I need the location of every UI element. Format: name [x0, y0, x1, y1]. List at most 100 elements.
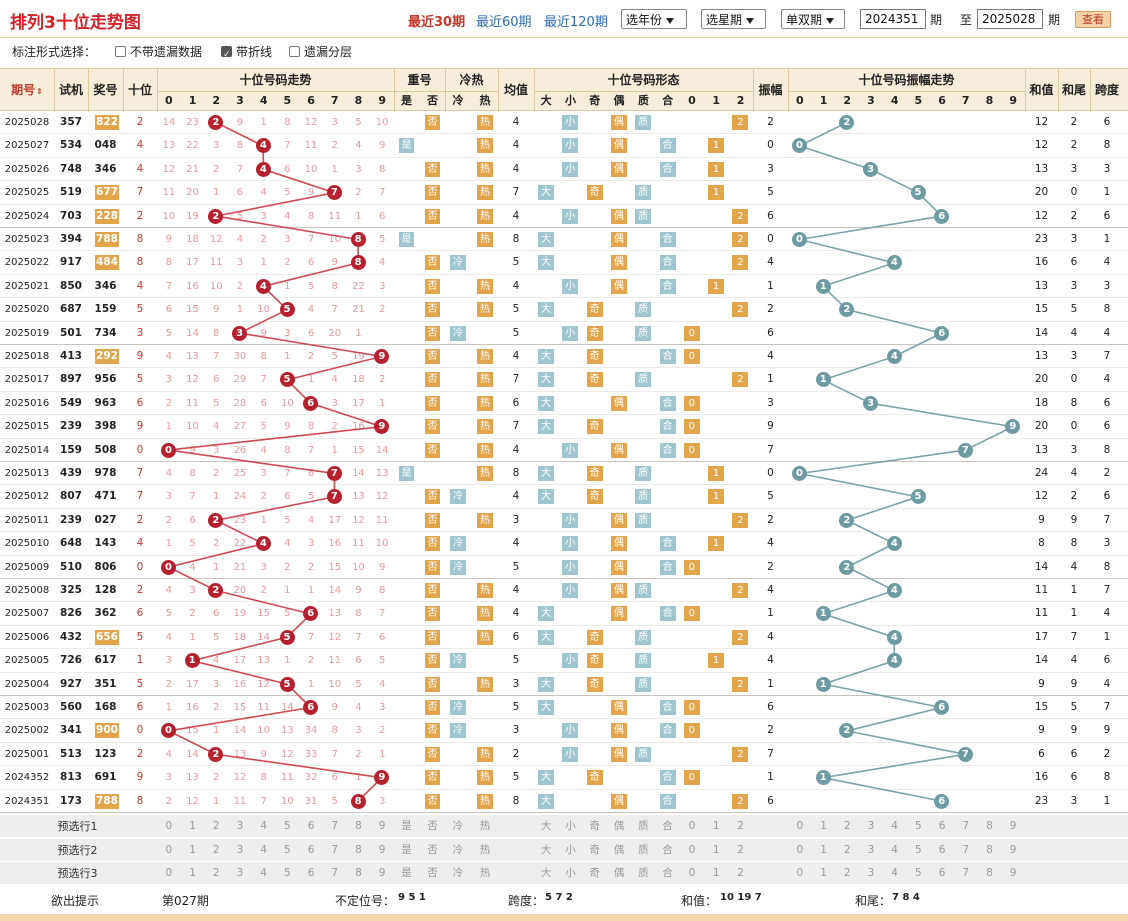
predict-digit[interactable]: 7 [331, 867, 339, 879]
predict-shape[interactable]: 偶 [613, 820, 625, 832]
predict-shape[interactable]: 合 [662, 843, 673, 856]
predict-amp-digit[interactable]: 5 [915, 867, 922, 879]
predict-digit[interactable]: 8 [355, 867, 362, 879]
predict-shape[interactable]: 奇 [589, 820, 600, 832]
predict-digit[interactable]: 0 [165, 820, 173, 832]
predict-amp-digit[interactable]: 1 [820, 867, 827, 879]
predict-amp-digit[interactable]: 9 [1009, 843, 1017, 856]
predict-shape[interactable]: 大 [540, 843, 552, 856]
predict-amp-digit[interactable]: 0 [796, 843, 804, 856]
predict-digit[interactable]: 0 [165, 867, 173, 879]
predict-amp-digit[interactable]: 6 [938, 867, 946, 879]
option-no-miss[interactable]: 不带遗漏数据 [115, 42, 202, 62]
predict-amp-digit[interactable]: 7 [962, 843, 970, 856]
predict-shape[interactable]: 质 [638, 843, 649, 856]
predict-digit[interactable]: 5 [284, 820, 291, 832]
nav-recent-60[interactable]: 最近60期 [476, 15, 532, 30]
predict-shape[interactable]: 1 [712, 867, 720, 879]
checkbox-checked-icon[interactable] [221, 45, 232, 65]
predict-digit[interactable]: 6 [307, 867, 315, 879]
predict-repeat[interactable]: 否 [427, 843, 438, 856]
predict-digit[interactable]: 3 [236, 867, 244, 879]
nav-recent-30[interactable]: 最近30期 [408, 15, 466, 30]
predict-shape[interactable]: 合 [662, 867, 673, 879]
predict-amp-digit[interactable]: 3 [867, 867, 875, 879]
predict-digit[interactable]: 4 [260, 843, 267, 856]
predict-shape[interactable]: 0 [688, 843, 696, 856]
predict-shape[interactable]: 小 [565, 820, 576, 832]
predict-shape[interactable]: 小 [565, 867, 576, 879]
predict-shape[interactable]: 偶 [613, 843, 625, 856]
predict-shape[interactable]: 1 [712, 843, 720, 856]
predict-digit[interactable]: 1 [189, 820, 196, 832]
predict-shape[interactable]: 偶 [613, 867, 625, 879]
predict-shape[interactable]: 质 [638, 867, 649, 879]
predict-shape[interactable]: 2 [737, 820, 744, 832]
predict-repeat[interactable]: 否 [427, 867, 438, 879]
predict-repeat[interactable]: 是 [401, 867, 412, 879]
predict-shape[interactable]: 大 [540, 820, 552, 832]
predict-digit[interactable]: 6 [307, 843, 315, 856]
predict-digit[interactable]: 2 [212, 820, 220, 832]
predict-digit[interactable]: 8 [355, 820, 362, 832]
predict-digit[interactable]: 1 [189, 867, 196, 879]
predict-digit[interactable]: 7 [331, 820, 339, 832]
year-select[interactable]: 选年份 [621, 9, 687, 29]
predict-hotcold[interactable]: 热 [479, 820, 491, 832]
predict-shape[interactable]: 2 [737, 843, 744, 856]
predict-digit[interactable]: 5 [284, 843, 291, 856]
predict-amp-digit[interactable]: 4 [891, 867, 898, 879]
predict-amp-digit[interactable]: 4 [891, 820, 898, 832]
predict-amp-digit[interactable]: 1 [820, 843, 827, 856]
option-line[interactable]: 带折线 [221, 42, 272, 65]
weekday-select[interactable]: 选星期 [701, 9, 766, 29]
predict-shape[interactable]: 奇 [589, 843, 600, 856]
option-layer[interactable]: 遗漏分层 [289, 42, 352, 62]
predict-digit[interactable]: 4 [260, 867, 267, 879]
predict-digit[interactable]: 2 [212, 867, 220, 879]
predict-amp-digit[interactable]: 3 [867, 843, 875, 856]
predict-hotcold[interactable]: 热 [479, 867, 491, 879]
predict-shape[interactable]: 质 [638, 820, 649, 832]
predict-amp-digit[interactable]: 0 [796, 867, 804, 879]
predict-shape[interactable]: 2 [737, 867, 744, 879]
predict-digit[interactable]: 7 [331, 843, 339, 856]
predict-amp-digit[interactable]: 4 [891, 843, 898, 856]
predict-repeat[interactable]: 否 [427, 820, 438, 832]
predict-repeat[interactable]: 是 [401, 843, 412, 856]
predict-digit[interactable]: 0 [165, 843, 173, 856]
predict-digit[interactable]: 5 [284, 867, 291, 879]
predict-digit[interactable]: 9 [378, 843, 386, 856]
predict-amp-digit[interactable]: 9 [1009, 867, 1017, 879]
predict-shape[interactable]: 0 [688, 820, 696, 832]
predict-shape[interactable]: 小 [565, 843, 576, 856]
to-issue-input[interactable]: 2025028 [977, 9, 1043, 29]
predict-digit[interactable]: 9 [378, 867, 386, 879]
predict-shape[interactable]: 奇 [589, 867, 600, 879]
nav-recent-120[interactable]: 最近120期 [544, 15, 608, 30]
predict-amp-digit[interactable]: 7 [962, 820, 970, 832]
predict-digit[interactable]: 2 [212, 843, 220, 856]
predict-amp-digit[interactable]: 3 [867, 820, 875, 832]
checkbox-icon[interactable] [115, 46, 126, 57]
predict-amp-digit[interactable]: 6 [938, 843, 946, 856]
predict-shape[interactable]: 大 [540, 867, 552, 879]
predict-digit[interactable]: 3 [236, 820, 244, 832]
predict-amp-digit[interactable]: 0 [796, 820, 804, 832]
predict-repeat[interactable]: 是 [401, 820, 412, 832]
predict-amp-digit[interactable]: 2 [843, 867, 851, 879]
predict-amp-digit[interactable]: 8 [986, 843, 993, 856]
predict-digit[interactable]: 8 [355, 843, 362, 856]
predict-amp-digit[interactable]: 8 [986, 820, 993, 832]
predict-digit[interactable]: 9 [378, 820, 386, 832]
predict-shape[interactable]: 合 [662, 820, 673, 832]
sort-icon[interactable]: ⇕ [36, 87, 43, 96]
checkbox-icon[interactable] [289, 46, 300, 57]
odd-even-select[interactable]: 单双期 [781, 9, 845, 29]
predict-amp-digit[interactable]: 2 [843, 820, 851, 832]
predict-digit[interactable]: 6 [307, 820, 315, 832]
predict-amp-digit[interactable]: 5 [915, 843, 922, 856]
predict-hotcold[interactable]: 冷 [452, 843, 464, 856]
predict-shape[interactable]: 0 [688, 867, 696, 879]
predict-amp-digit[interactable]: 6 [938, 820, 946, 832]
